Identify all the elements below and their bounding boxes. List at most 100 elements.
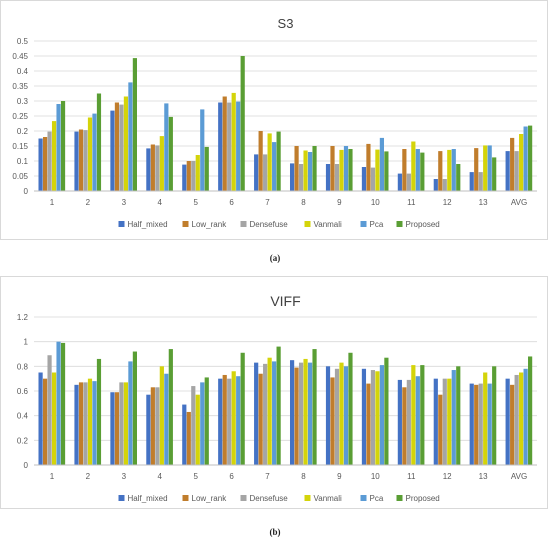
bar-vanmali xyxy=(87,378,93,465)
legend-label: Low_rank xyxy=(192,220,228,229)
bar-vanmali xyxy=(195,394,200,465)
bar-densefuse xyxy=(83,382,88,465)
bar-proposed xyxy=(168,349,173,465)
bar-half-mixed xyxy=(469,383,474,465)
chart-title: VIFF xyxy=(270,293,300,309)
bar-vanmali xyxy=(447,378,452,465)
x-tick-label: 7 xyxy=(265,198,270,207)
bar-half-mixed xyxy=(110,110,115,191)
bar-pca xyxy=(307,362,313,465)
x-tick-label: 12 xyxy=(443,198,452,207)
legend-label: Vanmali xyxy=(314,220,343,229)
bar-low-rank xyxy=(474,384,479,465)
bar-half-mixed xyxy=(361,368,367,465)
legend-swatch xyxy=(240,221,247,227)
bar-vanmali xyxy=(267,357,272,465)
legend-swatch xyxy=(304,221,311,227)
bar-proposed xyxy=(492,157,497,191)
bar-half-mixed xyxy=(325,164,331,191)
legend-label: Pca xyxy=(370,494,384,503)
bar-densefuse xyxy=(406,173,411,191)
y-tick-label: 0.45 xyxy=(12,52,28,61)
bar-low-rank xyxy=(294,367,299,465)
bar-vanmali xyxy=(123,382,129,465)
bar-vanmali xyxy=(267,133,272,191)
bar-proposed xyxy=(348,352,353,465)
bar-vanmali xyxy=(375,149,380,191)
bar-pca xyxy=(272,142,277,191)
bar-proposed xyxy=(492,366,497,465)
bar-densefuse xyxy=(478,383,483,465)
bar-proposed xyxy=(132,58,137,191)
bar-vanmali xyxy=(483,372,488,465)
y-tick-label: 0.2 xyxy=(17,436,29,445)
x-tick-label: 5 xyxy=(193,198,198,207)
y-tick-label: 0.2 xyxy=(17,127,29,136)
bar-low-rank xyxy=(402,387,407,465)
bar-densefuse xyxy=(514,374,519,465)
bar-pca xyxy=(487,145,492,191)
x-tick-label: 8 xyxy=(301,472,306,481)
bar-densefuse xyxy=(370,370,376,465)
legend-label: Vanmali xyxy=(314,494,343,503)
y-tick-label: 0.4 xyxy=(17,67,29,76)
chart-panel-viff: VIFF 0 0.2 0.4 0.6 0.8 1 1.2 1 2 3 4 5 6 7 8 9 10 11 12 13 AV… xyxy=(0,276,548,509)
bar-low-rank xyxy=(510,384,515,465)
x-tick-label: 13 xyxy=(479,472,488,481)
caption-a: (a) xyxy=(269,253,281,263)
legend-item: Half_mixed xyxy=(118,494,168,503)
bar-pca xyxy=(343,366,349,465)
bar-vanmali xyxy=(375,371,380,465)
bar-proposed xyxy=(204,377,209,465)
bar-vanmali xyxy=(411,365,416,465)
bar-pca xyxy=(487,383,492,465)
legend-label: Half_mixed xyxy=(128,220,168,229)
y-tick-label: 0.4 xyxy=(17,412,29,421)
bar-vanmali xyxy=(51,372,57,465)
bar-vanmali xyxy=(159,136,164,191)
x-tick-label: 10 xyxy=(371,472,380,481)
bar-low-rank xyxy=(150,387,155,465)
bar-proposed xyxy=(240,352,245,465)
bar-low-rank xyxy=(78,129,84,191)
x-tick-label: 4 xyxy=(158,472,163,481)
bar-low-rank xyxy=(186,411,191,465)
bar-half-mixed xyxy=(289,360,295,465)
bar-pca xyxy=(523,126,528,191)
bar-half-mixed xyxy=(74,384,79,465)
bar-vanmali xyxy=(159,366,164,465)
x-tick-label: 9 xyxy=(337,198,342,207)
bar-half-mixed xyxy=(38,372,43,465)
bar-vanmali xyxy=(411,141,416,191)
y-tick-label: 1 xyxy=(24,338,29,347)
legend-swatch xyxy=(182,221,189,227)
bar-densefuse xyxy=(334,164,340,191)
bar-densefuse xyxy=(119,382,124,465)
chart-title: S3 xyxy=(278,16,294,31)
y-tick-label: 0.8 xyxy=(17,362,29,371)
y-tick-label: 0 xyxy=(24,187,29,196)
bar-pca xyxy=(343,146,349,191)
bar-densefuse xyxy=(227,102,232,191)
legend-swatch xyxy=(396,495,403,501)
bar-proposed xyxy=(60,342,66,465)
bar-proposed xyxy=(240,56,245,191)
bar-densefuse xyxy=(119,104,124,191)
bar-pca xyxy=(451,149,456,191)
x-tick-label: 9 xyxy=(337,472,342,481)
x-tick-label: 7 xyxy=(265,472,270,481)
bar-vanmali xyxy=(231,92,236,191)
bar-low-rank xyxy=(330,146,335,191)
bar-proposed xyxy=(348,149,353,191)
legend-swatch xyxy=(360,495,367,501)
bar-low-rank xyxy=(258,373,263,465)
legend-label: Proposed xyxy=(406,494,440,503)
legend-item: Proposed xyxy=(396,494,440,503)
bar-densefuse xyxy=(334,368,340,465)
legend-label: Half_mixed xyxy=(128,494,168,503)
bar-proposed xyxy=(456,366,461,465)
bar-half-mixed xyxy=(505,151,510,191)
bar-pca xyxy=(56,341,61,465)
bar-half-mixed xyxy=(146,394,151,465)
legend-item: Vanmali xyxy=(304,494,343,503)
